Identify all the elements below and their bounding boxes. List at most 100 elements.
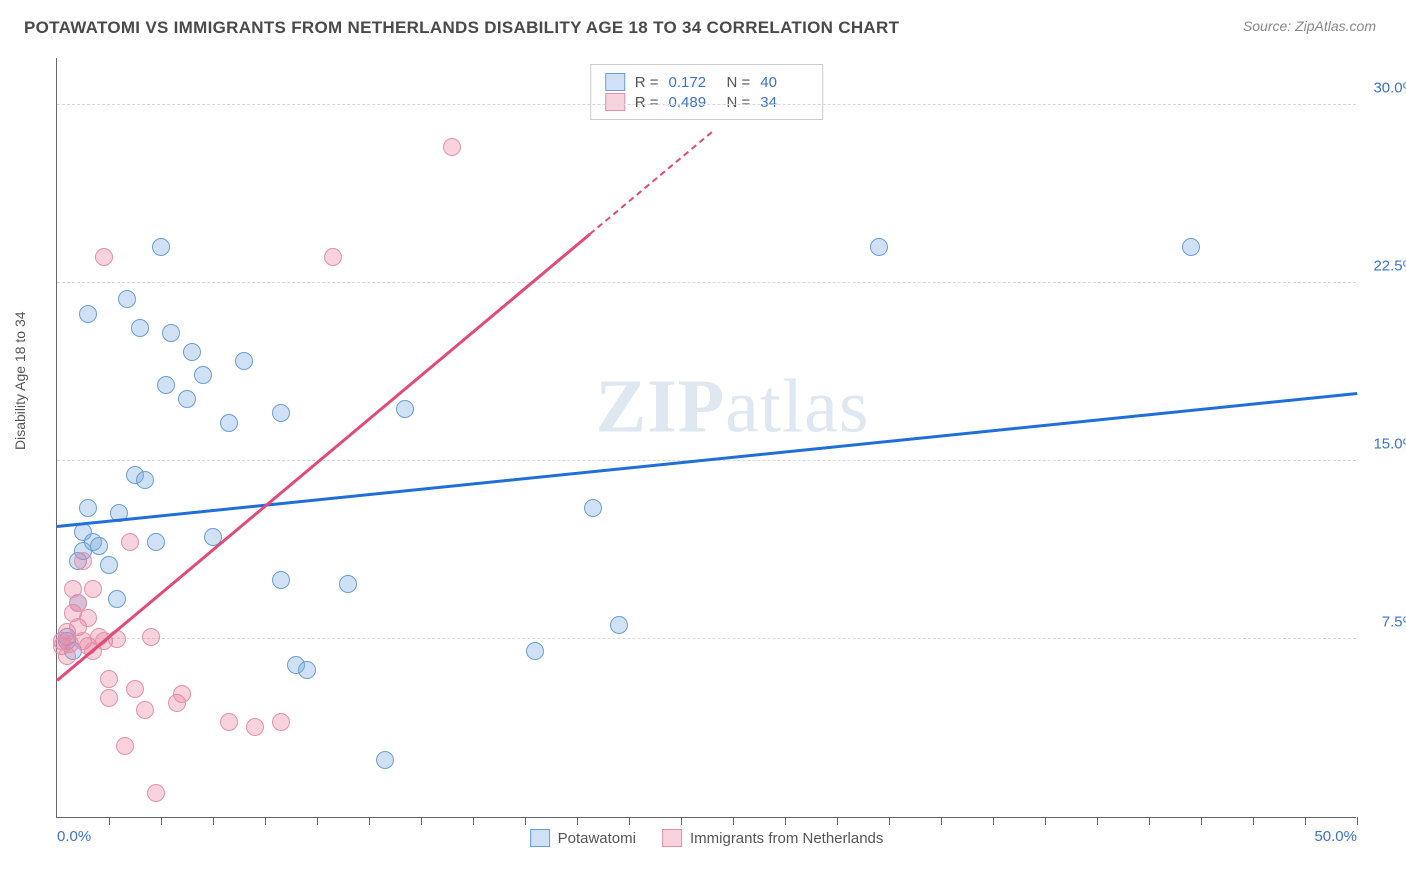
- data-point: [1182, 238, 1200, 256]
- data-point: [183, 343, 201, 361]
- legend-stat-row: R =0.172N =40: [605, 73, 809, 91]
- data-point: [136, 701, 154, 719]
- data-point: [142, 628, 160, 646]
- plot-area: ZIPatlas R =0.172N =40R =0.489N =34 Pota…: [56, 58, 1356, 818]
- data-point: [235, 352, 253, 370]
- data-point: [157, 376, 175, 394]
- y-axis-label: Disability Age 18 to 34: [12, 311, 28, 450]
- x-tick: [629, 817, 630, 825]
- x-tick: [161, 817, 162, 825]
- data-point: [100, 670, 118, 688]
- trend-line: [589, 131, 713, 235]
- legend-series: Potawatomi Immigrants from Netherlands: [530, 829, 884, 847]
- data-point: [610, 616, 628, 634]
- data-point: [173, 685, 191, 703]
- n-value: 34: [760, 94, 808, 111]
- data-point: [84, 580, 102, 598]
- data-point: [136, 471, 154, 489]
- legend-item: Immigrants from Netherlands: [662, 829, 883, 847]
- data-point: [131, 319, 149, 337]
- x-tick: [785, 817, 786, 825]
- data-point: [90, 537, 108, 555]
- data-point: [272, 713, 290, 731]
- data-point: [79, 305, 97, 323]
- x-tick: [109, 817, 110, 825]
- legend-swatch: [605, 93, 625, 111]
- r-value: 0.489: [669, 94, 717, 111]
- x-tick: [733, 817, 734, 825]
- legend-label: Potawatomi: [558, 830, 636, 847]
- legend-stats: R = 0.172 N = 40 R = 0.489 N = 34: [590, 64, 824, 120]
- x-tick: [1201, 817, 1202, 825]
- source-label: Source: ZipAtlas.com: [1243, 18, 1376, 34]
- n-label: N =: [727, 74, 751, 91]
- data-point: [108, 590, 126, 608]
- x-tick: [265, 817, 266, 825]
- data-point: [95, 248, 113, 266]
- data-point: [121, 533, 139, 551]
- data-point: [126, 680, 144, 698]
- x-tick: [1045, 817, 1046, 825]
- data-point: [220, 414, 238, 432]
- x-tick: [1253, 817, 1254, 825]
- n-value: 40: [760, 74, 808, 91]
- data-point: [194, 366, 212, 384]
- data-point: [178, 390, 196, 408]
- x-tick: [1357, 817, 1358, 825]
- data-point: [118, 290, 136, 308]
- x-tick: [889, 817, 890, 825]
- legend-swatch: [605, 73, 625, 91]
- data-point: [443, 138, 461, 156]
- data-point: [396, 400, 414, 418]
- x-tick: [473, 817, 474, 825]
- data-point: [339, 575, 357, 593]
- data-point: [584, 499, 602, 517]
- legend-label: Immigrants from Netherlands: [690, 830, 883, 847]
- data-point: [147, 784, 165, 802]
- data-point: [147, 533, 165, 551]
- r-label: R =: [635, 94, 659, 111]
- data-point: [79, 609, 97, 627]
- x-tick: [213, 817, 214, 825]
- x-tick: [369, 817, 370, 825]
- x-tick: [1305, 817, 1306, 825]
- data-point: [272, 404, 290, 422]
- data-point: [162, 324, 180, 342]
- data-point: [100, 689, 118, 707]
- n-label: N =: [727, 94, 751, 111]
- y-tick-label: 30.0%: [1361, 79, 1406, 96]
- data-point: [100, 556, 118, 574]
- y-tick-label: 22.5%: [1361, 257, 1406, 274]
- data-point: [870, 238, 888, 256]
- x-tick: [681, 817, 682, 825]
- gridline: [57, 282, 1356, 283]
- x-tick-label: 0.0%: [57, 828, 91, 845]
- x-tick: [993, 817, 994, 825]
- x-tick: [525, 817, 526, 825]
- data-point: [116, 737, 134, 755]
- legend-swatch: [662, 829, 682, 847]
- legend-swatch: [530, 829, 550, 847]
- data-point: [324, 248, 342, 266]
- trend-line: [56, 233, 591, 681]
- x-tick-label: 50.0%: [1314, 828, 1357, 845]
- x-tick: [941, 817, 942, 825]
- correlation-chart: Disability Age 18 to 34 ZIPatlas R =0.17…: [24, 50, 1382, 850]
- gridline: [57, 638, 1356, 639]
- data-point: [74, 552, 92, 570]
- x-tick: [317, 817, 318, 825]
- data-point: [272, 571, 290, 589]
- x-tick: [421, 817, 422, 825]
- x-tick: [837, 817, 838, 825]
- data-point: [152, 238, 170, 256]
- legend-item: Potawatomi: [530, 829, 636, 847]
- r-value: 0.172: [669, 74, 717, 91]
- data-point: [298, 661, 316, 679]
- data-point: [526, 642, 544, 660]
- chart-title: POTAWATOMI VS IMMIGRANTS FROM NETHERLAND…: [24, 18, 899, 38]
- y-tick-label: 7.5%: [1361, 613, 1406, 630]
- y-tick-label: 15.0%: [1361, 435, 1406, 452]
- legend-stat-row: R = 0.489 N = 34: [605, 93, 809, 111]
- watermark: ZIPatlas: [595, 364, 869, 451]
- data-point: [376, 751, 394, 769]
